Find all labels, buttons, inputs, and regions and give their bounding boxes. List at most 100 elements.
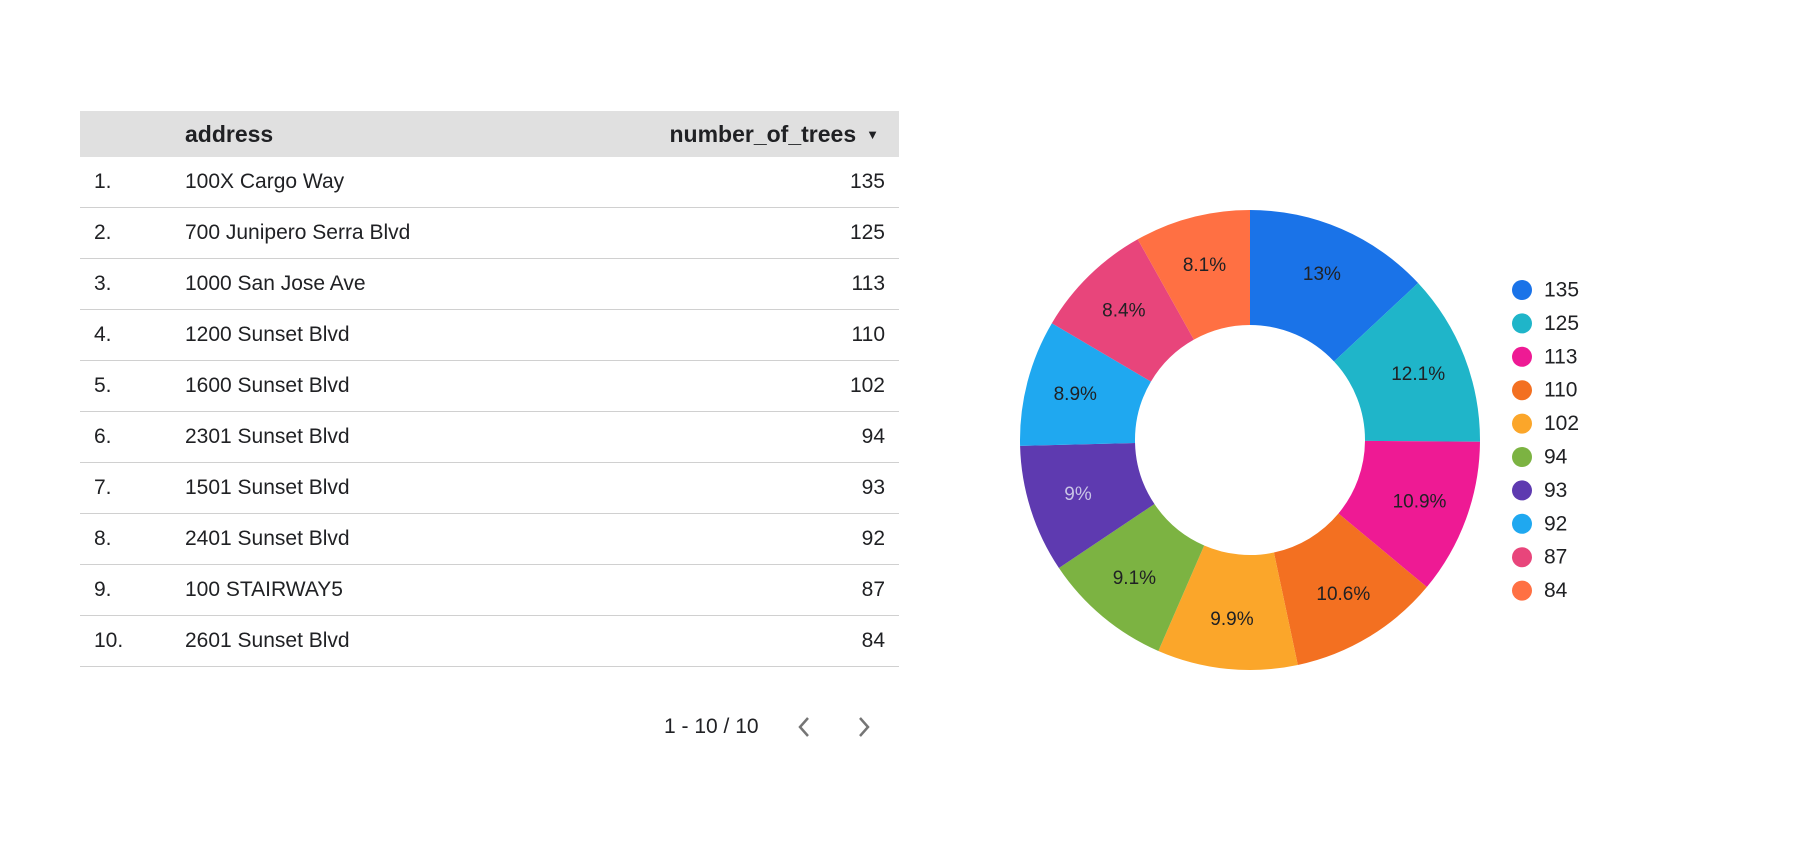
legend-item[interactable]: 94	[1512, 446, 1568, 469]
table-row[interactable]: 3. 1000 San Jose Ave 113	[80, 259, 899, 310]
legend-item[interactable]: 125	[1512, 312, 1579, 335]
row-address: 700 Junipero Serra Blvd	[185, 221, 411, 244]
legend-swatch	[1512, 313, 1532, 334]
row-number-of-trees: 87	[861, 578, 885, 601]
row-address: 1200 Sunset Blvd	[185, 323, 350, 346]
donut-slice-113[interactable]	[1338, 440, 1480, 588]
donut-slice-92[interactable]	[1020, 323, 1151, 446]
row-number-of-trees: 84	[861, 629, 885, 652]
legend-swatch	[1512, 580, 1532, 601]
row-address: 100 STAIRWAY5	[185, 578, 343, 601]
row-index: 8.	[94, 527, 112, 550]
legend-swatch	[1512, 447, 1532, 467]
legend-item[interactable]: 102	[1512, 412, 1579, 435]
row-index: 9.	[94, 578, 112, 601]
chevron-right-icon[interactable]	[849, 712, 879, 742]
donut-slice-102[interactable]	[1158, 545, 1298, 670]
data-table: address number_of_trees ▼ 1. 100X Cargo W…	[80, 111, 899, 667]
header-number-of-trees[interactable]: number_of_trees ▼	[599, 121, 899, 148]
row-number-of-trees: 94	[861, 425, 885, 448]
donut-slice-94[interactable]	[1058, 504, 1205, 651]
row-index: 1.	[94, 170, 112, 193]
slice-percent-label: 9.9%	[1210, 609, 1253, 630]
legend-item[interactable]: 92	[1512, 512, 1567, 535]
row-index: 5.	[94, 374, 112, 397]
table-row[interactable]: 5. 1600 Sunset Blvd 102	[80, 361, 899, 412]
legend-item[interactable]: 113	[1512, 345, 1577, 368]
donut-slice-110[interactable]	[1273, 513, 1427, 665]
chevron-left-icon[interactable]	[789, 712, 819, 742]
table-row[interactable]: 8. 2401 Sunset Blvd 92	[80, 514, 899, 565]
table-row[interactable]: 9. 100 STAIRWAY5 87	[80, 565, 899, 616]
slice-percent-label: 9.1%	[1113, 568, 1156, 589]
sort-descending-icon[interactable]: ▼	[866, 126, 879, 142]
legend-label: 135	[1544, 279, 1579, 302]
row-index: 2.	[94, 221, 112, 244]
table-row[interactable]: 4. 1200 Sunset Blvd 110	[80, 310, 899, 361]
chart-legend: 135 125 113 110 102 94 93 92 87 84	[1512, 279, 1579, 602]
slice-percent-label: 10.6%	[1316, 584, 1370, 605]
legend-swatch	[1512, 346, 1532, 367]
row-number-of-trees: 92	[861, 527, 885, 550]
slice-percent-label: 9%	[1064, 484, 1092, 505]
legend-label: 84	[1544, 579, 1568, 602]
legend-swatch	[1512, 547, 1532, 568]
row-index: 4.	[94, 323, 112, 346]
donut-slices	[1020, 210, 1480, 670]
donut-slice-93[interactable]	[1020, 442, 1155, 569]
table-row[interactable]: 10. 2601 Sunset Blvd 84	[80, 616, 899, 667]
row-number-of-trees: 135	[849, 170, 885, 193]
legend-item[interactable]: 110	[1512, 379, 1577, 402]
slice-percent-label: 8.1%	[1183, 255, 1226, 276]
legend-swatch	[1512, 513, 1532, 534]
row-address: 2401 Sunset Blvd	[185, 527, 350, 550]
legend-label: 92	[1544, 512, 1567, 535]
row-address: 1000 San Jose Ave	[185, 272, 366, 295]
legend-label: 102	[1544, 412, 1579, 435]
legend-swatch	[1512, 380, 1532, 401]
legend-item[interactable]: 135	[1512, 279, 1579, 302]
row-index: 10.	[94, 629, 124, 652]
row-index: 7.	[94, 476, 112, 499]
row-index: 6.	[94, 425, 112, 448]
slice-percent-label: 12.1%	[1391, 364, 1445, 385]
donut-slice-84[interactable]	[1137, 210, 1250, 340]
legend-swatch	[1512, 413, 1532, 434]
pagination: 1 - 10 / 10	[664, 712, 879, 742]
legend-label: 94	[1544, 446, 1568, 469]
slice-percent-label: 8.4%	[1102, 300, 1145, 321]
table-row[interactable]: 6. 2301 Sunset Blvd 94	[80, 412, 899, 463]
donut-slice-135[interactable]	[1250, 210, 1419, 362]
table-row[interactable]: 7. 1501 Sunset Blvd 93	[80, 463, 899, 514]
legend-item[interactable]: 93	[1512, 479, 1567, 502]
legend-label: 125	[1544, 312, 1579, 335]
table-row[interactable]: 2. 700 Junipero Serra Blvd 125	[80, 208, 899, 259]
legend-label: 87	[1544, 546, 1567, 569]
donut-slice-125[interactable]	[1334, 283, 1480, 442]
row-number-of-trees: 102	[849, 374, 885, 397]
slice-percent-label: 8.9%	[1054, 384, 1097, 405]
row-number-of-trees: 125	[849, 221, 885, 244]
pagination-label: 1 - 10 / 10	[664, 715, 759, 738]
legend-label: 93	[1544, 479, 1567, 502]
legend-label: 113	[1544, 345, 1577, 368]
table-row[interactable]: 1. 100X Cargo Way 135	[80, 157, 899, 208]
table-body: 1. 100X Cargo Way 135 2. 700 Junipero Serra …	[80, 157, 899, 667]
legend-swatch	[1512, 480, 1532, 501]
row-address: 1600 Sunset Blvd	[185, 374, 350, 397]
header-number-label[interactable]: number_of_trees	[669, 120, 857, 147]
donut-slice-labels: 13% 12.1% 10.9% 10.6% 9.9% 9.1% 9% 8.9% 8.4% 8.1%	[1054, 255, 1447, 630]
header-address[interactable]: address	[185, 120, 274, 147]
slice-percent-label: 13%	[1303, 264, 1341, 285]
row-address: 2301 Sunset Blvd	[185, 425, 350, 448]
row-index: 3.	[94, 272, 112, 295]
row-number-of-trees: 93	[861, 476, 885, 499]
donut-slice-87[interactable]	[1051, 239, 1194, 382]
legend-swatch	[1512, 280, 1532, 300]
table-header: address number_of_trees ▼	[80, 111, 899, 157]
legend-item[interactable]: 87	[1512, 546, 1567, 569]
row-address: 100X Cargo Way	[185, 170, 345, 193]
legend-item[interactable]: 84	[1512, 579, 1568, 602]
row-number-of-trees: 110	[851, 323, 885, 346]
